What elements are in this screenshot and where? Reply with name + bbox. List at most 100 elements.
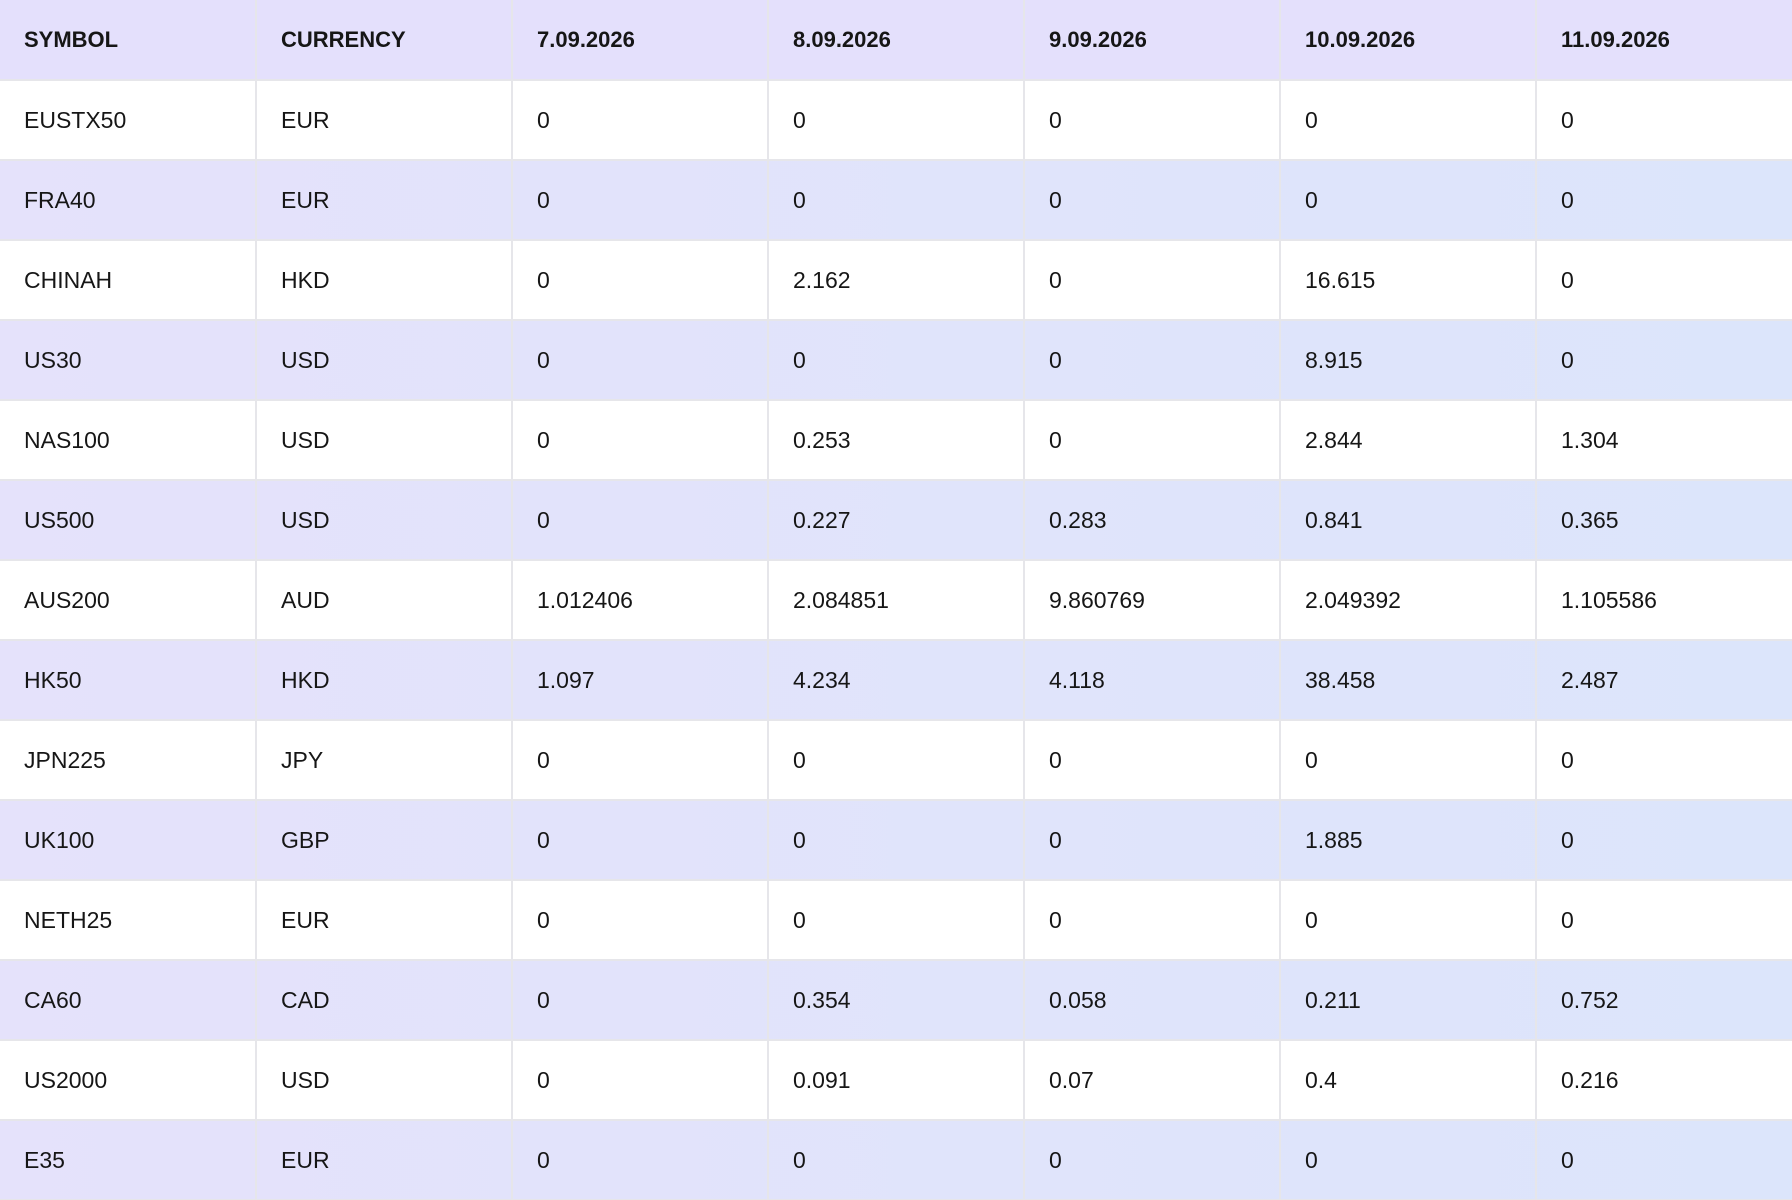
table-row: US500 USD 0 0.227 0.283 0.841 0.365 xyxy=(0,480,1792,561)
table-cell: 0 xyxy=(1536,880,1792,961)
table-cell: 0 xyxy=(512,880,769,961)
table-cell: US500 xyxy=(0,480,257,561)
table-cell: 0 xyxy=(768,1120,1025,1200)
table-row: NETH25 EUR 0 0 0 0 0 xyxy=(0,880,1792,961)
table-cell: HKD xyxy=(256,240,513,321)
table-cell: US2000 xyxy=(0,1040,257,1121)
table-cell: 0.058 xyxy=(1024,960,1281,1041)
table-cell: 0 xyxy=(512,720,769,801)
table-cell: 0 xyxy=(1536,240,1792,321)
table-row: FRA40 EUR 0 0 0 0 0 xyxy=(0,160,1792,241)
table-cell: 0.211 xyxy=(1280,960,1537,1041)
table-cell: 0.752 xyxy=(1536,960,1792,1041)
table-cell: JPN225 xyxy=(0,720,257,801)
column-header: 7.09.2026 xyxy=(512,0,769,81)
table-cell: 8.915 xyxy=(1280,320,1537,401)
table-cell: 0 xyxy=(1280,1120,1537,1200)
table-cell: 0 xyxy=(1024,320,1281,401)
table-cell: NAS100 xyxy=(0,400,257,481)
table-cell: EUSTX50 xyxy=(0,80,257,161)
table-header: SYMBOL CURRENCY 7.09.2026 8.09.2026 9.09.202… xyxy=(0,0,1792,81)
table-cell: 1.304 xyxy=(1536,400,1792,481)
column-header: CURRENCY xyxy=(256,0,513,81)
table-cell: 2.487 xyxy=(1536,640,1792,721)
table-cell: 0 xyxy=(1536,720,1792,801)
table-row: UK100 GBP 0 0 0 1.885 0 xyxy=(0,800,1792,881)
table-cell: 2.084851 xyxy=(768,560,1025,641)
table-cell: 2.844 xyxy=(1280,400,1537,481)
table-row: AUS200 AUD 1.012406 2.084851 9.860769 2.04939… xyxy=(0,560,1792,641)
table-cell: USD xyxy=(256,480,513,561)
table-cell: CHINAH xyxy=(0,240,257,321)
table-cell: 0 xyxy=(1280,80,1537,161)
table-cell: 0 xyxy=(1024,80,1281,161)
table-cell: 0 xyxy=(1024,240,1281,321)
table-cell: 4.234 xyxy=(768,640,1025,721)
table-row: JPN225 JPY 0 0 0 0 0 xyxy=(0,720,1792,801)
column-header: SYMBOL xyxy=(0,0,257,81)
table-cell: 0 xyxy=(512,480,769,561)
table-cell: CA60 xyxy=(0,960,257,1041)
table-cell: 0.216 xyxy=(1536,1040,1792,1121)
table-cell: 0 xyxy=(768,160,1025,241)
table-row: US30 USD 0 0 0 8.915 0 xyxy=(0,320,1792,401)
header-row: SYMBOL CURRENCY 7.09.2026 8.09.2026 9.09.202… xyxy=(0,0,1792,81)
table-cell: 0.227 xyxy=(768,480,1025,561)
table-cell: 0.253 xyxy=(768,400,1025,481)
table-cell: 0 xyxy=(512,1040,769,1121)
table-cell: UK100 xyxy=(0,800,257,881)
table-cell: 1.097 xyxy=(512,640,769,721)
table-row: EUSTX50 EUR 0 0 0 0 0 xyxy=(0,80,1792,161)
table-cell: E35 xyxy=(0,1120,257,1200)
table-row: US2000 USD 0 0.091 0.07 0.4 0.216 xyxy=(0,1040,1792,1121)
table-cell: 0.4 xyxy=(1280,1040,1537,1121)
column-header: 10.09.2026 xyxy=(1280,0,1537,81)
table-cell: EUR xyxy=(256,160,513,241)
table-cell: FRA40 xyxy=(0,160,257,241)
table-row: CHINAH HKD 0 2.162 0 16.615 0 xyxy=(0,240,1792,321)
table-cell: 0 xyxy=(512,320,769,401)
table-cell: 0 xyxy=(512,400,769,481)
table-cell: AUS200 xyxy=(0,560,257,641)
table-cell: 0.07 xyxy=(1024,1040,1281,1121)
table-cell: AUD xyxy=(256,560,513,641)
table-row: NAS100 USD 0 0.253 0 2.844 1.304 xyxy=(0,400,1792,481)
table-cell: EUR xyxy=(256,880,513,961)
column-header: 11.09.2026 xyxy=(1536,0,1792,81)
table-cell: 0.365 xyxy=(1536,480,1792,561)
table-cell: 0 xyxy=(768,320,1025,401)
table-cell: 1.012406 xyxy=(512,560,769,641)
table-cell: 1.885 xyxy=(1280,800,1537,881)
table-cell: 16.615 xyxy=(1280,240,1537,321)
table-row: CA60 CAD 0 0.354 0.058 0.211 0.752 xyxy=(0,960,1792,1041)
table-cell: 0 xyxy=(1024,1120,1281,1200)
table-cell: USD xyxy=(256,1040,513,1121)
column-header: 8.09.2026 xyxy=(768,0,1025,81)
table-cell: 0 xyxy=(512,1120,769,1200)
table-cell: 0 xyxy=(1024,720,1281,801)
table-cell: USD xyxy=(256,320,513,401)
table-cell: JPY xyxy=(256,720,513,801)
table-cell: 0 xyxy=(1536,320,1792,401)
table-cell: NETH25 xyxy=(0,880,257,961)
table-cell: 2.049392 xyxy=(1280,560,1537,641)
table-cell: 0 xyxy=(768,720,1025,801)
table-cell: EUR xyxy=(256,1120,513,1200)
table-row: E35 EUR 0 0 0 0 0 xyxy=(0,1120,1792,1200)
table-cell: 0 xyxy=(1536,160,1792,241)
table-cell: 0 xyxy=(768,800,1025,881)
table-cell: 0 xyxy=(1280,720,1537,801)
table-cell: USD xyxy=(256,400,513,481)
table-cell: 0 xyxy=(512,80,769,161)
table-cell: 0 xyxy=(1024,880,1281,961)
table-cell: 0 xyxy=(512,240,769,321)
table-cell: 0 xyxy=(512,960,769,1041)
table-cell: GBP xyxy=(256,800,513,881)
table-cell: US30 xyxy=(0,320,257,401)
table-cell: 0 xyxy=(1024,800,1281,881)
table-cell: 0.354 xyxy=(768,960,1025,1041)
table-body: EUSTX50 EUR 0 0 0 0 0 FRA40 EUR 0 0 0 0 0 CHINAH HKD 0 2.… xyxy=(0,80,1792,1200)
table-cell: 0.283 xyxy=(1024,480,1281,561)
table-cell: 0 xyxy=(1536,80,1792,161)
